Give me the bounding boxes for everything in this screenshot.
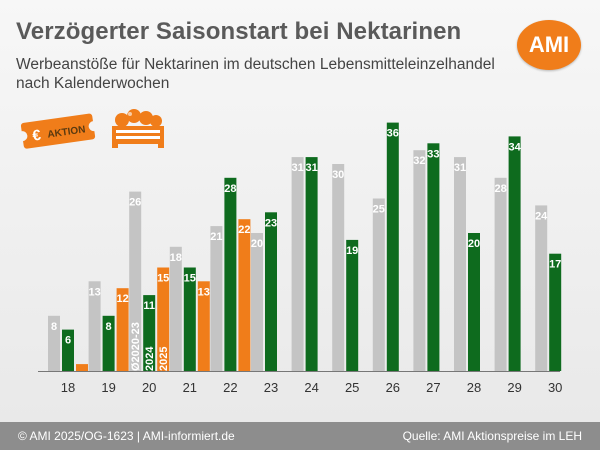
data-label: 30	[332, 169, 344, 181]
x-tick-label: 30	[548, 380, 562, 395]
legend-label-202023: Ø2020-23	[130, 322, 142, 371]
bar-2025-kw20	[157, 267, 170, 371]
data-label: 11	[143, 300, 155, 312]
data-label: 25	[373, 204, 385, 216]
x-tick-label: 28	[467, 380, 481, 395]
data-label: 31	[305, 162, 317, 174]
data-label: 31	[454, 162, 466, 174]
data-label: 13	[198, 286, 210, 298]
bar-2024-kw24	[305, 157, 318, 371]
bar-2024-kw18	[62, 329, 74, 371]
chart-subtitle: Werbeanstöße für Nektarinen im deutschen…	[16, 56, 495, 92]
x-tick-label: 21	[183, 380, 197, 395]
data-label: 15	[184, 273, 196, 285]
data-label: 28	[224, 183, 236, 195]
aktion-currency: €	[31, 127, 42, 145]
data-label: 32	[413, 155, 425, 167]
bar-2024-kw23	[265, 212, 277, 371]
bar-2024-kw30	[549, 253, 562, 371]
x-tick-label: 23	[264, 380, 278, 395]
data-label: 24	[535, 210, 548, 222]
bar-2024-kw27	[427, 143, 440, 371]
x-tick-label: 25	[345, 380, 359, 395]
x-tick-label: 26	[386, 380, 400, 395]
x-tick-label: 18	[61, 380, 75, 395]
data-label: 8	[106, 321, 112, 333]
bar-2024-kw19	[102, 315, 115, 371]
data-label: 26	[129, 197, 141, 209]
x-tick-label: 24	[304, 380, 318, 395]
bar-2024-kw20	[143, 295, 156, 371]
x-tick-label: 22	[223, 380, 237, 395]
bar-2024-kw21	[183, 267, 196, 371]
x-tick-label: 19	[101, 380, 115, 395]
data-label: 6	[65, 335, 71, 347]
bar-202023-kw23	[251, 233, 263, 371]
bar-2025-kw18	[76, 364, 88, 371]
ami-logo: AMI	[517, 20, 581, 70]
chart-title: Verzögerter Saisonstart bei Nektarinen	[16, 18, 462, 45]
footer-source: Quelle: AMI Aktionspreise im LEH	[402, 429, 582, 443]
data-label: 8	[51, 321, 57, 333]
data-label: 17	[549, 259, 561, 271]
footer-bar: © AMI 2025/OG-1623 | AMI-informiert.de Q…	[0, 422, 600, 450]
bar-2025-kw22	[238, 219, 251, 371]
bar-202023-kw26	[372, 198, 385, 371]
bar-202023-kw29	[494, 177, 507, 371]
legend-label-2024: 2024	[144, 346, 156, 371]
bar-2024-kw25	[346, 239, 359, 371]
data-label: 33	[427, 148, 439, 160]
x-tick-label: 27	[426, 380, 440, 395]
legend-label-2025: 2025	[158, 347, 170, 371]
bar-2024-kw26	[386, 122, 399, 371]
data-label: 12	[116, 293, 128, 305]
x-tick-label: 20	[142, 380, 156, 395]
bar-chart: 8618138121926111520181513212128222220232…	[38, 122, 562, 395]
bar-202023-kw25	[332, 164, 345, 371]
data-label: 28	[494, 183, 506, 195]
bar-202023-kw28	[454, 157, 466, 371]
data-label: 31	[291, 162, 303, 174]
data-label: 22	[238, 224, 250, 236]
bar-2024-kw28	[468, 233, 480, 371]
bar-202023-kw19	[88, 281, 101, 371]
bar-202023-kw30	[535, 205, 548, 371]
data-label: 19	[346, 245, 358, 257]
bar-202023-kw27	[413, 150, 426, 371]
data-label: 13	[88, 286, 100, 298]
data-label: 20	[468, 238, 480, 250]
footer-copyright: © AMI 2025/OG-1623 | AMI-informiert.de	[18, 429, 235, 443]
data-label: 36	[387, 128, 399, 140]
aktion-ticket-icon: € AKTION	[20, 113, 98, 149]
bar-202023-kw21	[169, 246, 182, 371]
bar-202023-kw18	[48, 315, 60, 371]
bar-2025-kw19	[116, 288, 129, 371]
fruit-crate-icon	[112, 109, 164, 148]
data-label: 23	[265, 217, 277, 229]
bar-202023-kw20	[129, 191, 142, 371]
bar-202023-kw22	[210, 226, 223, 371]
bar-202023-kw24	[291, 157, 304, 371]
aktion-label: AKTION	[47, 124, 87, 140]
data-label: 18	[170, 252, 182, 264]
bar-2025-kw21	[197, 281, 210, 371]
data-label: 15	[157, 273, 169, 285]
bar-2024-kw29	[508, 136, 521, 371]
x-tick-label: 29	[507, 380, 521, 395]
data-label: 21	[210, 231, 222, 243]
data-label: 34	[508, 141, 521, 153]
data-label: 20	[251, 238, 263, 250]
bar-2024-kw22	[224, 177, 237, 371]
